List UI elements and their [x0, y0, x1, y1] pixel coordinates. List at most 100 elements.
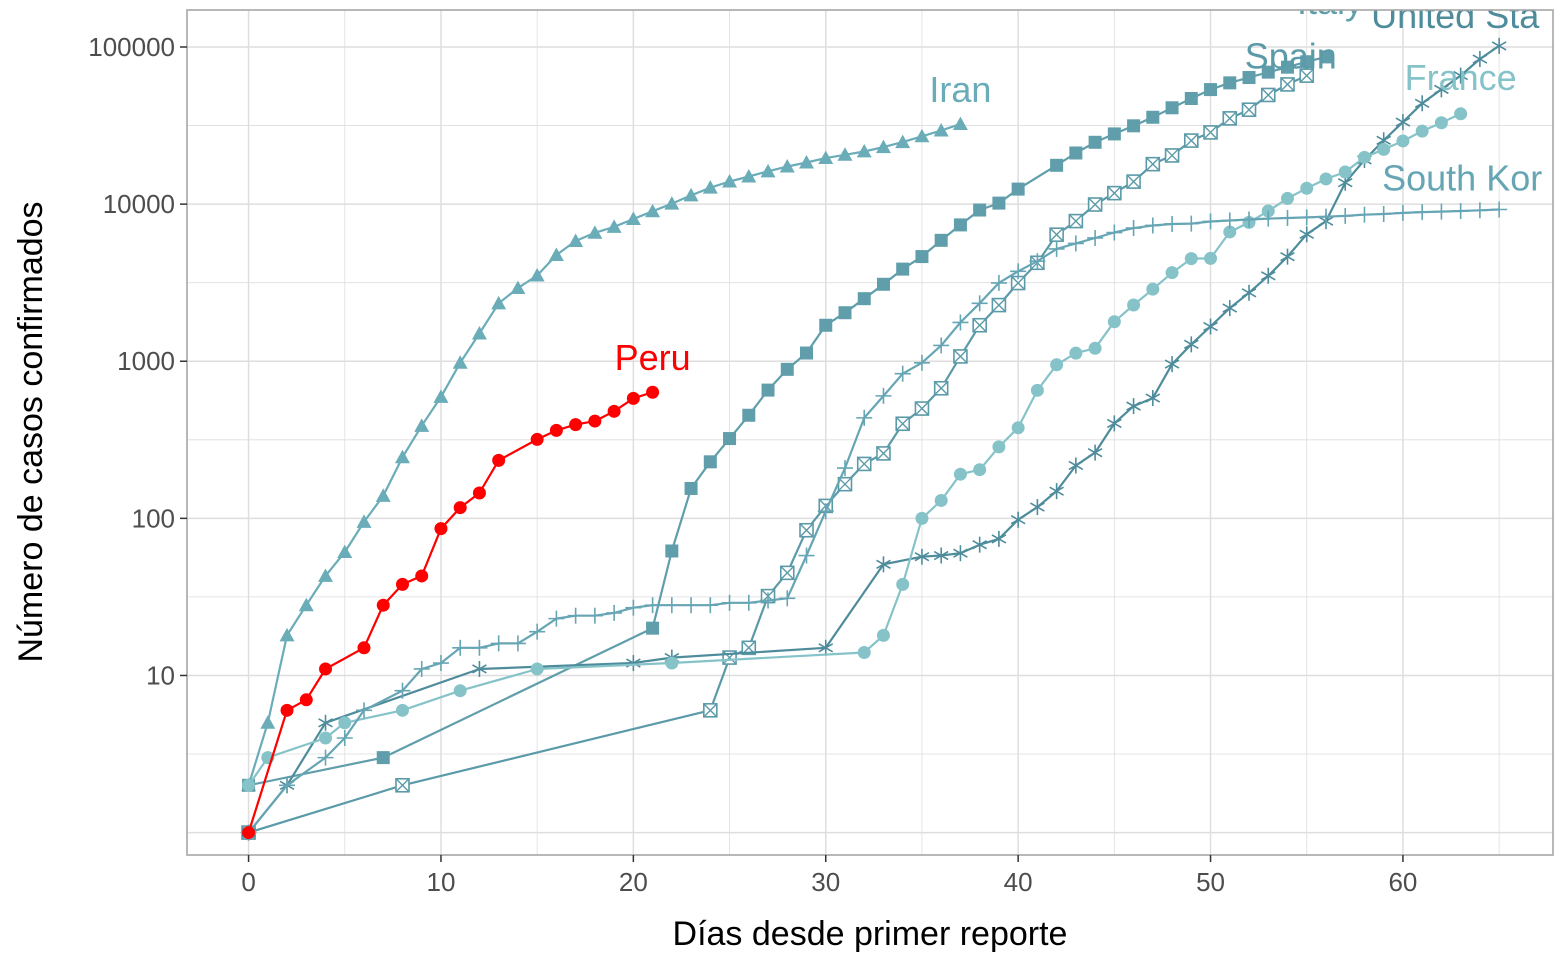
data-point: [1394, 204, 1411, 221]
data-point: [1491, 201, 1508, 218]
data-point: [530, 662, 544, 676]
data-point: [857, 292, 871, 306]
data-point: [338, 716, 352, 730]
data-point: [587, 225, 603, 239]
data-point: [356, 514, 372, 528]
data-point: [914, 401, 930, 416]
data-point: [665, 544, 679, 558]
data-point: [664, 196, 680, 210]
x-tick-label: 60: [1388, 867, 1417, 897]
series-south-korea: [240, 201, 1508, 841]
data-point: [915, 250, 929, 264]
data-point: [1183, 336, 1199, 353]
data-point: [1146, 110, 1160, 124]
data-point: [1471, 202, 1488, 219]
data-point: [1011, 421, 1025, 435]
data-point: [395, 777, 410, 793]
data-point: [875, 387, 892, 404]
data-point: [1048, 240, 1065, 257]
data-point: [1125, 220, 1142, 237]
data-point: [1087, 444, 1103, 461]
data-point: [1183, 215, 1200, 232]
data-point: [1145, 390, 1161, 407]
data-point: [1261, 65, 1275, 79]
data-point: [530, 432, 544, 446]
data-point: [933, 123, 949, 137]
data-point: [1049, 483, 1064, 500]
data-point: [567, 607, 584, 624]
data-point: [819, 318, 833, 332]
x-tick-label: 30: [811, 867, 840, 897]
data-point: [1204, 251, 1218, 265]
data-point: [856, 409, 873, 426]
data-point: [1145, 156, 1161, 172]
data-point: [1204, 83, 1218, 97]
series-label-italy: Italy: [1297, 0, 1363, 22]
data-point: [626, 391, 640, 405]
data-point: [242, 778, 256, 792]
data-point: [376, 598, 390, 612]
data-point: [933, 547, 949, 564]
data-point: [818, 150, 834, 165]
y-tick-label: 100000: [88, 32, 175, 62]
data-point: [548, 247, 564, 261]
data-point: [299, 693, 313, 707]
data-point: [319, 731, 333, 745]
data-point: [319, 662, 333, 676]
data-point: [625, 211, 641, 225]
data-point: [242, 826, 256, 840]
data-point: [1452, 203, 1469, 220]
data-point: [837, 476, 853, 492]
data-point: [760, 592, 777, 609]
data-point: [1434, 81, 1449, 98]
data-point: [990, 274, 1007, 291]
y-tick-label: 100: [132, 503, 175, 533]
data-point: [1395, 114, 1411, 131]
y-tick-label: 10: [146, 660, 175, 690]
data-point: [953, 349, 968, 364]
series-line-spain: [248, 74, 1308, 834]
data-point: [1260, 210, 1277, 227]
data-point: [779, 159, 795, 173]
data-point: [1338, 165, 1352, 179]
data-point: [1068, 213, 1084, 229]
series-line-peru: [247, 391, 653, 833]
data-point: [1300, 181, 1314, 195]
data-point: [280, 703, 294, 717]
data-point: [1491, 37, 1507, 54]
data-point: [414, 418, 430, 432]
data-point: [799, 522, 814, 538]
data-point: [663, 597, 680, 614]
data-point: [914, 548, 930, 565]
data-point: [1279, 209, 1296, 226]
data-point: [992, 440, 1006, 454]
data-point: [1184, 252, 1198, 266]
data-point: [1242, 71, 1256, 85]
data-point: [395, 449, 410, 464]
data-point: [1069, 346, 1083, 360]
data-point: [606, 604, 623, 621]
data-point: [933, 380, 949, 396]
data-point: [837, 147, 853, 161]
data-point: [1030, 383, 1044, 397]
gridlines: [187, 10, 1553, 855]
data-point: [1337, 207, 1354, 224]
series-label-spain: Spain: [1245, 36, 1337, 77]
data-point: [836, 460, 853, 477]
data-point: [760, 163, 776, 178]
data-point: [1010, 511, 1026, 528]
data-point: [318, 714, 333, 731]
data-point: [971, 295, 988, 312]
data-point: [395, 703, 409, 717]
data-point: [1375, 206, 1392, 223]
data-point: [1126, 174, 1141, 189]
data-point: [356, 702, 373, 719]
data-point: [952, 116, 968, 131]
data-point: [1202, 213, 1219, 230]
data-point: [415, 569, 429, 583]
data-point: [644, 597, 661, 614]
data-point: [952, 314, 969, 331]
data-point: [1164, 356, 1180, 373]
data-point: [1433, 203, 1450, 220]
